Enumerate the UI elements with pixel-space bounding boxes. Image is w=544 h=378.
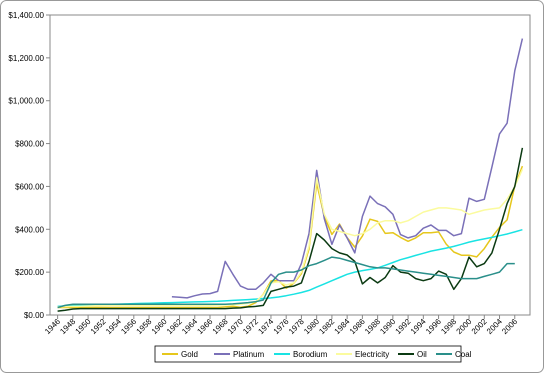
series-line	[57, 256, 515, 309]
y-tick-label: $1,000.00	[8, 97, 44, 106]
y-tick-label: $0.00	[24, 311, 45, 320]
legend-label: Platinum	[233, 350, 264, 359]
legend-label: Electricity	[355, 350, 389, 359]
legend	[154, 345, 462, 363]
series-line	[57, 168, 524, 308]
y-tick-label: $1,200.00	[8, 54, 44, 63]
plot-area	[49, 14, 531, 316]
y-tick-label: $200.00	[15, 268, 44, 277]
series-line	[171, 38, 524, 299]
series-line	[57, 165, 524, 309]
legend-label: Gold	[181, 350, 198, 359]
legend-label: Borodium	[293, 350, 328, 359]
y-tick-label: $600.00	[15, 182, 44, 191]
y-tick-label: $400.00	[15, 225, 44, 234]
legend-label: Coal	[455, 350, 472, 359]
y-tick-label: $800.00	[15, 140, 44, 149]
series-line	[57, 147, 524, 312]
legend-label: Oil	[417, 350, 427, 359]
y-tick-label: $1,400.00	[8, 11, 44, 20]
